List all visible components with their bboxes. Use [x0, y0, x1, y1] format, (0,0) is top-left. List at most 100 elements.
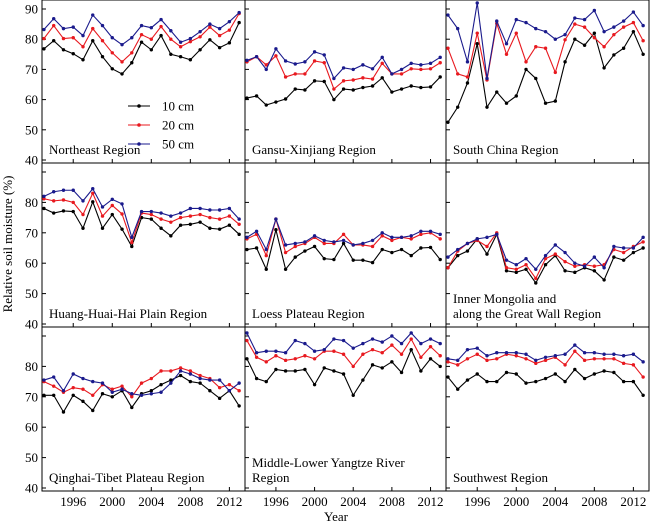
data-point	[351, 67, 355, 72]
data-point	[42, 378, 46, 382]
y-tick-label: 40	[25, 317, 38, 332]
data-point	[341, 338, 346, 343]
data-point	[188, 214, 193, 218]
data-point	[592, 269, 597, 273]
data-point	[602, 266, 606, 270]
data-point	[303, 88, 307, 92]
data-point	[237, 381, 241, 385]
panel-title: Middle-Lower Yangtze River	[252, 455, 405, 470]
data-point	[495, 90, 499, 94]
panel-middle-lower-yangtze-river-region: 1996 2000 2004 2008 2012 Middle-Lower Yangtze…	[244, 326, 447, 509]
y-tick-label: 60	[25, 256, 38, 271]
data-point	[312, 59, 317, 63]
data-point	[428, 344, 433, 349]
x-tick-label: 2004	[340, 494, 367, 509]
data-point	[419, 246, 423, 250]
data-point	[245, 58, 249, 63]
data-point	[264, 63, 268, 67]
data-point	[71, 35, 75, 40]
data-point	[409, 61, 413, 66]
data-point	[130, 395, 134, 399]
y-tick-label: 50	[25, 122, 38, 137]
data-point	[52, 199, 56, 203]
data-point	[504, 258, 509, 262]
data-point	[514, 31, 518, 35]
data-point	[409, 84, 413, 88]
data-point	[169, 234, 173, 238]
data-point	[553, 354, 558, 358]
data-point	[120, 227, 124, 231]
data-point	[465, 378, 470, 382]
data-point	[612, 53, 616, 57]
data-point	[380, 76, 384, 80]
data-point	[91, 26, 95, 31]
data-point	[543, 29, 548, 34]
data-point	[485, 235, 489, 240]
data-point	[61, 389, 66, 393]
data-point	[485, 105, 489, 109]
data-point	[341, 352, 346, 356]
data-point	[612, 244, 616, 249]
data-point	[293, 244, 297, 249]
data-point	[524, 267, 528, 271]
data-point	[553, 243, 558, 247]
x-tick-label: 2004	[138, 494, 165, 509]
data-point	[52, 393, 56, 397]
data-point	[641, 52, 645, 56]
data-point	[312, 382, 317, 387]
data-point	[514, 267, 518, 271]
data-point	[641, 240, 645, 244]
data-point	[543, 358, 548, 363]
data-point	[198, 212, 202, 217]
y-tick-label: 90	[25, 2, 38, 17]
data-point	[130, 392, 134, 396]
data-point	[380, 351, 384, 355]
data-point	[81, 387, 85, 391]
data-point	[582, 17, 587, 22]
data-point	[159, 33, 163, 38]
data-point	[149, 37, 154, 41]
legend: 10 cm 20 cm 50 cm	[128, 99, 194, 152]
data-point	[390, 343, 394, 347]
data-point	[370, 238, 375, 243]
data-point	[227, 41, 232, 45]
data-point	[524, 60, 528, 64]
series-line	[246, 54, 441, 90]
data-point	[495, 379, 499, 384]
data-point	[254, 94, 259, 98]
data-point	[504, 42, 509, 46]
data-point	[428, 357, 433, 361]
data-point	[169, 220, 173, 224]
data-point	[264, 103, 268, 107]
data-point	[409, 237, 413, 241]
data-point	[293, 357, 297, 361]
data-point	[217, 217, 222, 221]
data-point	[283, 250, 288, 255]
data-point	[465, 249, 470, 253]
data-point	[130, 51, 134, 55]
panel-southwest-region: 1996 2000 2004 2008 2012 Southwest Region	[445, 326, 650, 509]
data-point	[188, 58, 193, 62]
data-point	[534, 361, 538, 366]
data-point	[81, 226, 85, 230]
data-point	[332, 240, 336, 244]
data-point	[465, 75, 470, 79]
data-point	[361, 85, 365, 90]
data-point	[563, 32, 567, 37]
series-10-cm-south-china-region	[446, 29, 645, 124]
y-tick-label: 80	[25, 195, 38, 210]
data-point	[52, 39, 56, 43]
data-point	[198, 381, 202, 385]
data-point	[245, 331, 249, 335]
series-20-cm-middle-lower-yangtze-river-region	[245, 337, 442, 369]
data-point	[582, 25, 587, 29]
data-point	[71, 393, 75, 397]
y-tick-label: 80	[25, 359, 38, 374]
data-point	[264, 349, 268, 353]
data-point	[188, 39, 193, 44]
series-10-cm-middle-lower-yangtze-river-region	[245, 347, 442, 397]
data-point	[475, 237, 479, 241]
data-point	[563, 363, 567, 367]
data-point	[149, 26, 154, 30]
data-point	[130, 240, 134, 245]
